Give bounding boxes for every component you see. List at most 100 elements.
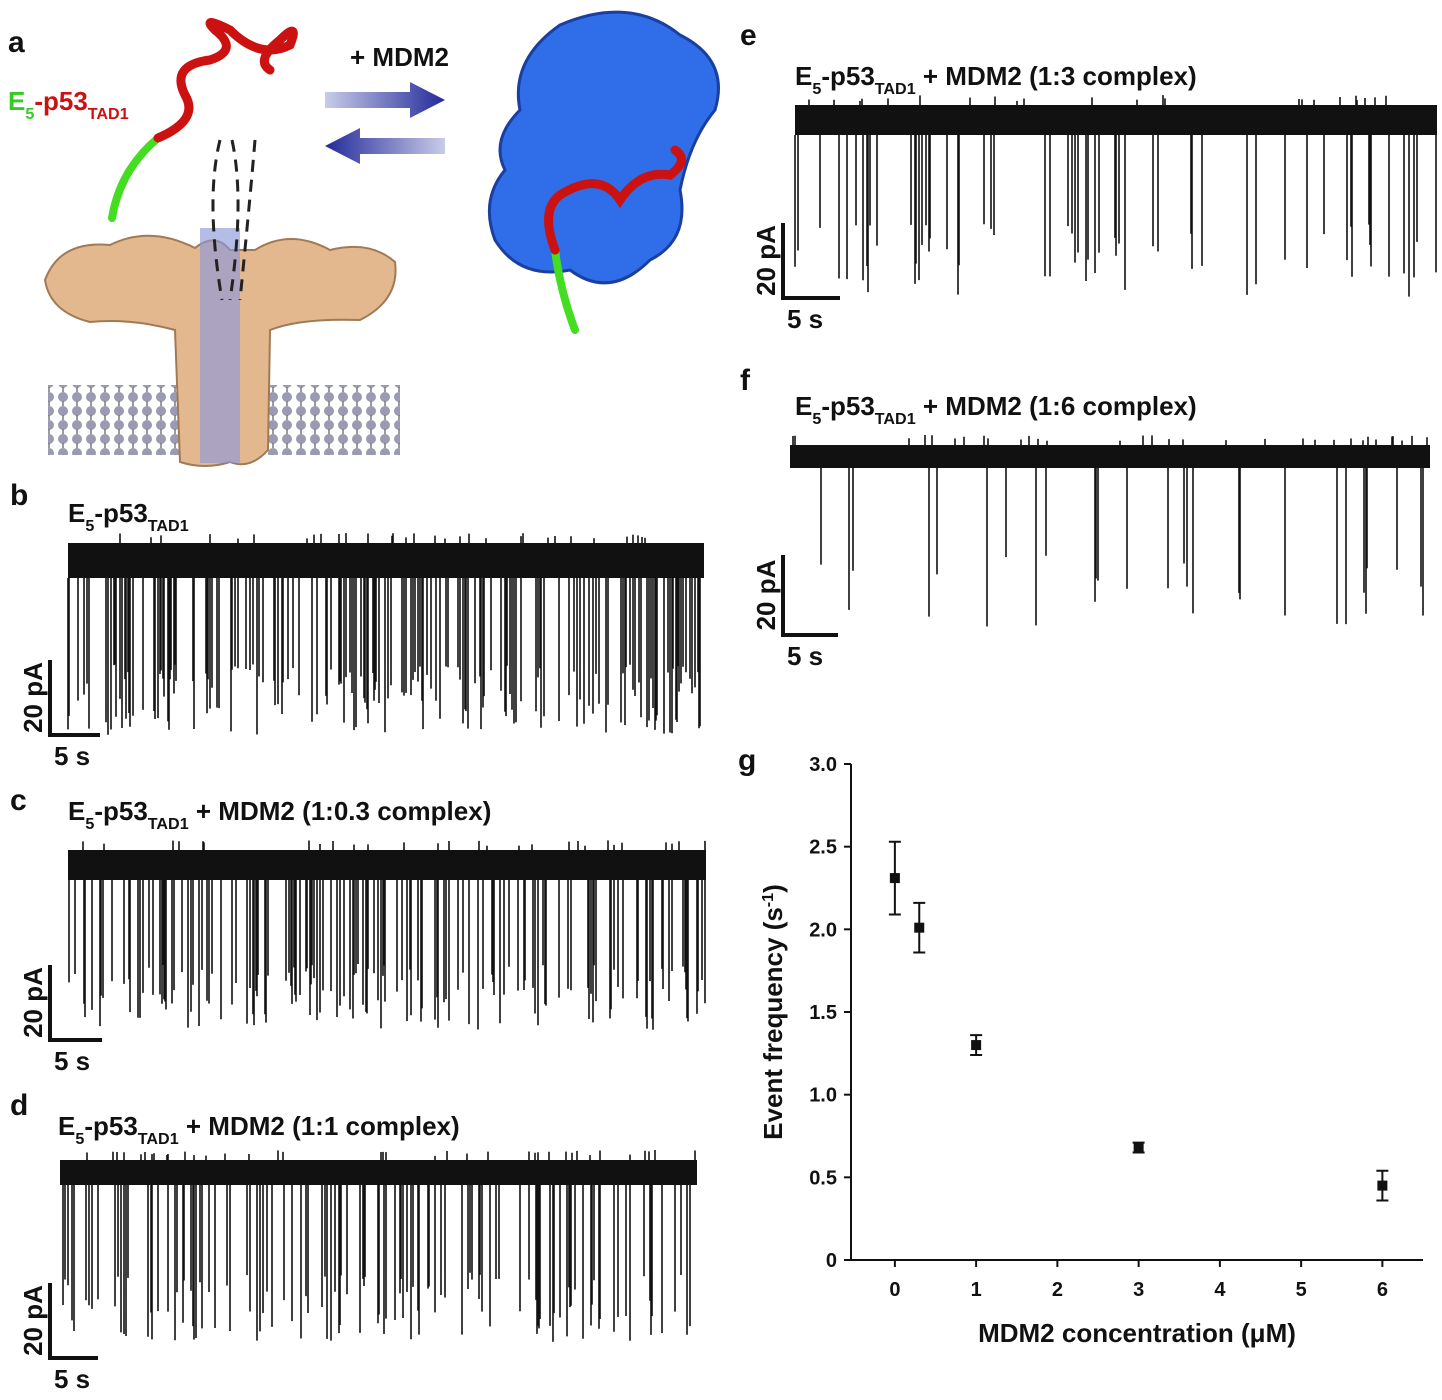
title-part: E <box>68 796 85 826</box>
mdm2-protein <box>487 10 720 285</box>
x-axis-label: MDM2 concentration (μM) <box>978 1318 1296 1348</box>
y-tick-label: 1.0 <box>809 1085 837 1107</box>
baseline-noise <box>795 105 1437 135</box>
data-point <box>971 1040 982 1051</box>
current-trace <box>792 435 1428 627</box>
title-part: TAD1 <box>148 815 189 833</box>
y-tick-label: 2.0 <box>809 919 837 941</box>
x-tick-label: 2 <box>1052 1279 1063 1301</box>
panel-letter: g <box>738 744 756 777</box>
scale-x-label: 5 s <box>54 741 90 771</box>
title-part: -p53 <box>34 86 87 116</box>
panel-title: E5-p53TAD1 + MDM2 (1:1 complex) <box>58 1111 460 1148</box>
panel-letter: d <box>10 1089 28 1122</box>
title-part: 5 <box>85 517 94 535</box>
scale-bar <box>48 965 102 1042</box>
title-part: E <box>58 1111 75 1141</box>
panel-letter: f <box>740 364 751 397</box>
scale-y-label: 20 pA <box>751 559 781 630</box>
y-tick-label: 0 <box>826 1250 837 1272</box>
current-trace <box>67 533 701 735</box>
title-part: TAD1 <box>875 80 916 98</box>
scale-x-label: 5 s <box>54 1364 90 1394</box>
x-tick-label: 5 <box>1296 1279 1307 1301</box>
panel-title: E5-p53TAD1 + MDM2 (1:3 complex) <box>795 61 1197 98</box>
y-tick-label: 1.5 <box>809 1002 837 1024</box>
scale-y-label: 20 pA <box>18 1285 48 1356</box>
green-tag <box>108 134 162 222</box>
panel-letter: e <box>740 19 757 52</box>
scale-bar <box>48 660 100 737</box>
title-part: E <box>795 391 812 421</box>
scale-y-label: 20 pA <box>751 225 781 296</box>
title-part: 5 <box>812 80 821 98</box>
title-part: E <box>795 61 812 91</box>
data-point <box>1377 1180 1388 1191</box>
title-part: + MDM2 (1:6 complex) <box>916 391 1197 421</box>
title-part: E <box>8 86 25 116</box>
title-part: 5 <box>75 1130 84 1148</box>
title-part: + MDM2 (1:0.3 complex) <box>189 796 492 826</box>
baseline-noise <box>60 1160 697 1185</box>
title-part: TAD1 <box>138 1130 179 1148</box>
scale-bar <box>48 1283 98 1360</box>
scale-x-label: 5 s <box>787 641 823 671</box>
title-part: + MDM2 (1:3 complex) <box>916 61 1197 91</box>
dashed-path <box>211 139 257 301</box>
x-tick-label: 0 <box>889 1279 900 1301</box>
illustration <box>43 10 720 467</box>
data-point <box>914 922 925 933</box>
title-part: 5 <box>812 410 821 428</box>
scale-y-label: 20 pA <box>18 967 48 1038</box>
arrow <box>325 82 445 118</box>
label-part: -1 <box>759 893 777 907</box>
y-axis-label: Event frequency (s-1) <box>758 884 788 1140</box>
title-part: -p53 <box>821 61 874 91</box>
title-part: TAD1 <box>88 105 129 123</box>
title-part: 5 <box>85 815 94 833</box>
title-part: + MDM2 (1:1 complex) <box>179 1111 460 1141</box>
label-part: Event frequency (s <box>758 907 788 1140</box>
x-tick-label: 4 <box>1214 1279 1226 1301</box>
scale-bar <box>781 223 840 300</box>
y-tick-label: 3.0 <box>809 754 837 776</box>
title-part: TAD1 <box>875 410 916 428</box>
x-tick-label: 6 <box>1377 1279 1388 1301</box>
baseline-noise <box>68 543 704 578</box>
green-tag <box>551 246 579 334</box>
panel-title: E5-p53TAD1 <box>68 498 189 535</box>
current-trace <box>62 1150 696 1342</box>
title-part: TAD1 <box>148 517 189 535</box>
panel-letter: a <box>8 26 25 59</box>
x-tick-label: 3 <box>1133 1279 1144 1301</box>
y-tick-label: 2.5 <box>809 837 837 859</box>
data-point <box>1133 1142 1144 1153</box>
current-trace <box>794 95 1437 297</box>
panel-title: E5-p53TAD1 + MDM2 (1:6 complex) <box>795 391 1197 428</box>
baseline-noise <box>68 850 706 880</box>
arrow <box>325 128 445 164</box>
label-part: ) <box>758 884 788 893</box>
peptide <box>153 18 298 143</box>
panel-letter: b <box>10 479 28 512</box>
panel-title: E5-p53TAD1 <box>8 86 129 123</box>
axes <box>850 764 1423 1261</box>
current-trace <box>68 840 706 1030</box>
title-part: 5 <box>25 105 34 123</box>
helix <box>544 145 686 255</box>
title-part: -p53 <box>94 498 147 528</box>
panel-letter: c <box>10 784 27 817</box>
arrow-label: + MDM2 <box>350 42 449 72</box>
scale-y-label: 20 pA <box>18 662 48 733</box>
baseline-noise <box>790 445 1430 468</box>
title-part: -p53 <box>84 1111 137 1141</box>
title-part: E <box>68 498 85 528</box>
title-part: -p53 <box>94 796 147 826</box>
title-part: -p53 <box>821 391 874 421</box>
scale-x-label: 5 s <box>787 304 823 334</box>
y-tick-label: 0.5 <box>809 1167 837 1189</box>
scale-bar <box>781 555 838 637</box>
data-point <box>889 873 900 884</box>
x-tick-label: 1 <box>971 1279 982 1301</box>
